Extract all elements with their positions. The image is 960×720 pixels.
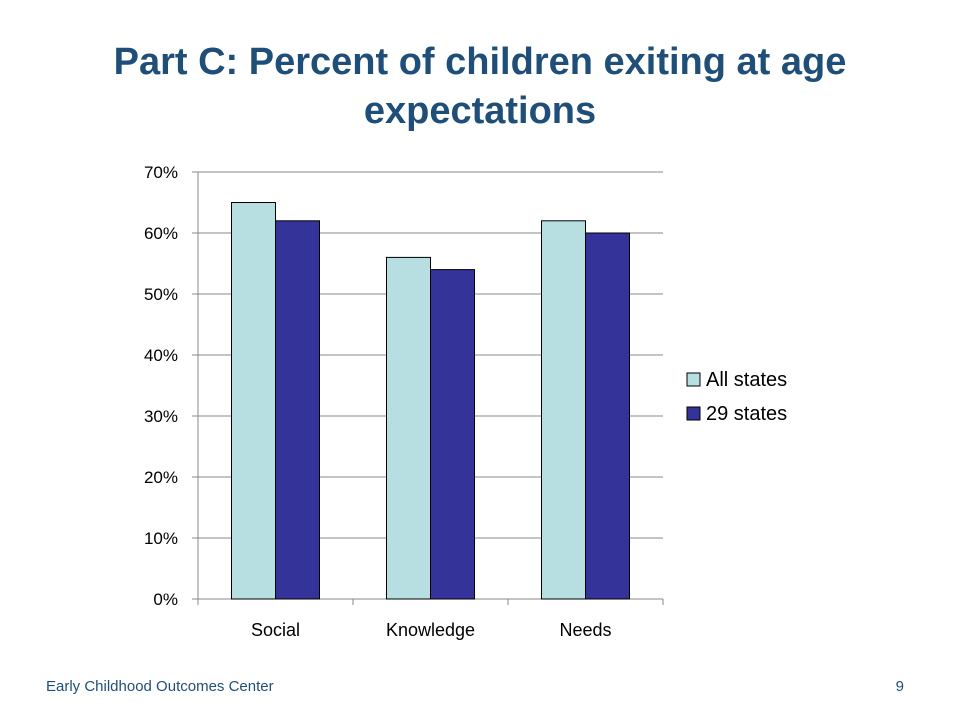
bar-all-states-social (231, 202, 276, 600)
footer-organization: Early Childhood Outcomes Center (46, 678, 274, 695)
x-tick-label: Social (251, 620, 300, 640)
slide-title-line-2: expectations (363, 90, 597, 133)
slide-title-line-1: Part C: Percent of children exiting at a… (113, 41, 847, 83)
y-tick-label: 20% (144, 468, 178, 487)
y-tick-label: 60% (144, 224, 178, 243)
y-tick-label: 0% (153, 590, 178, 609)
y-tick-label: 50% (144, 285, 178, 304)
legend-label: 29 states (706, 403, 787, 425)
bar-29-states-knowledge (430, 269, 475, 600)
legend-swatch (686, 372, 701, 387)
bar-29-states-social (275, 220, 320, 600)
legend-swatch (686, 406, 701, 421)
bar-all-states-knowledge (386, 256, 431, 600)
page-number: 9 (895, 678, 904, 695)
bar-all-states-needs (541, 220, 586, 600)
y-tick-label: 10% (144, 529, 178, 548)
x-tick-label: Needs (559, 620, 611, 640)
y-tick-label: 70% (144, 163, 178, 182)
bar-29-states-needs (585, 232, 630, 600)
legend-label: All states (706, 369, 787, 391)
x-tick-label: Knowledge (386, 620, 475, 640)
slide-title: Part C: Percent of children exiting at a… (60, 38, 900, 137)
y-tick-label: 40% (144, 346, 178, 365)
y-tick-label: 30% (144, 407, 178, 426)
